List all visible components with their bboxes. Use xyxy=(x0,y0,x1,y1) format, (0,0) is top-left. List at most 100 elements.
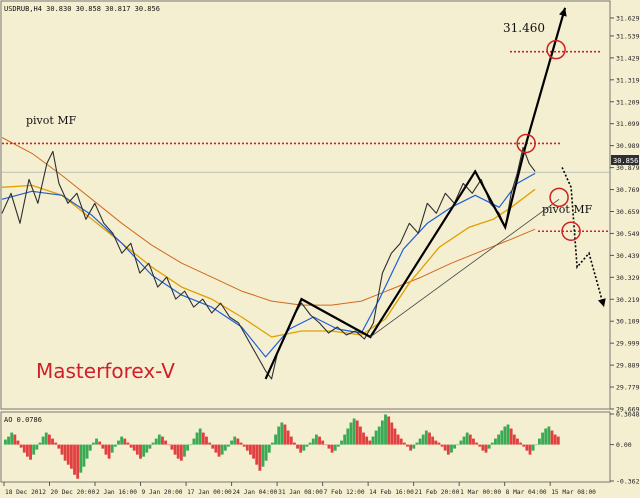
ao-bar xyxy=(311,438,315,445)
ao-bar xyxy=(556,436,560,445)
ao-bar xyxy=(440,444,444,447)
ao-bar xyxy=(7,436,10,445)
ao-bar xyxy=(547,426,551,445)
ao-axis-ticks: 0.3048 0.00 -0.3625 xyxy=(610,411,640,486)
ao-bar xyxy=(154,438,158,445)
ma-fast-line xyxy=(1,172,536,358)
ao-bar xyxy=(183,444,186,457)
ao-bar xyxy=(541,432,544,445)
ao-bar xyxy=(91,442,95,445)
awesome-oscillator-panel: AO 0.0786 0.3048 0.00 -0.3625 xyxy=(0,411,640,486)
ao-bar xyxy=(509,428,513,445)
time-tick-label: 2 Jan 16:00 xyxy=(96,489,137,496)
ao-bar xyxy=(396,434,400,445)
ao-bar xyxy=(198,428,202,445)
time-tick-label: 17 Jan 00:00 xyxy=(187,489,232,496)
ao-bar xyxy=(142,444,146,457)
ao-tick-label: 0.00 xyxy=(616,441,632,449)
ao-bar xyxy=(333,444,337,451)
ao-bar xyxy=(286,430,290,445)
ao-bar xyxy=(490,442,494,445)
ao-bar xyxy=(98,441,102,445)
ao-bar xyxy=(186,444,190,451)
time-axis-ticks: 18 Dec 2012 20 Dec 20:00 2 Jan 16:00 9 Jan … xyxy=(3,482,596,496)
ao-bar xyxy=(239,442,243,445)
ao-bar xyxy=(494,438,497,445)
ao-bar xyxy=(101,444,105,449)
ao-bar xyxy=(280,422,284,445)
ao-bar xyxy=(550,430,554,445)
ao-bar xyxy=(69,444,73,469)
ao-bar xyxy=(380,420,384,445)
ao-bar xyxy=(456,444,460,446)
ao-bar xyxy=(409,444,413,451)
ao-bar xyxy=(468,434,472,445)
ao-bar xyxy=(208,442,212,445)
ao-bar xyxy=(60,444,64,455)
ao-bar xyxy=(120,436,124,445)
ao-bar xyxy=(157,434,161,445)
ao-bar xyxy=(368,440,372,445)
forecast-up-arrow-shaft xyxy=(525,7,567,144)
ao-bar xyxy=(132,444,136,451)
ao-bar xyxy=(374,430,378,445)
ao-bar xyxy=(519,442,523,445)
ao-bar xyxy=(261,444,265,467)
time-tick-label: 14 Feb 16:00 xyxy=(369,489,414,496)
ao-bar xyxy=(41,436,45,445)
ao-bar xyxy=(538,438,541,445)
ao-bar xyxy=(129,444,133,448)
ao-bar xyxy=(371,436,375,445)
ao-bar xyxy=(377,426,381,445)
time-tick-label: 9 Jan 20:00 xyxy=(142,489,183,496)
time-tick-label: 24 Jan 04:00 xyxy=(233,489,278,496)
ao-bar xyxy=(227,444,230,447)
zigzag-path xyxy=(264,143,528,380)
ao-bar xyxy=(481,444,485,451)
ao-bar xyxy=(54,442,58,445)
price-tick-label: 29.999 xyxy=(616,340,640,348)
support-line xyxy=(370,198,560,338)
price-path xyxy=(1,146,536,380)
ao-bar xyxy=(340,440,343,445)
ao-bar xyxy=(327,444,331,449)
ao-bar xyxy=(302,444,306,451)
forecast-up-arrowhead xyxy=(559,7,567,17)
ao-bar xyxy=(19,444,23,448)
ao-bar xyxy=(478,444,482,447)
pivot-label-lower: pivot MF xyxy=(542,203,593,216)
ao-bar xyxy=(32,444,36,455)
ao-bar xyxy=(66,444,70,465)
target-circle xyxy=(516,133,536,154)
time-tick-label: 7 Feb 12:00 xyxy=(324,489,365,496)
time-tick-label: 18 Dec 2012 xyxy=(5,489,46,496)
forecast-arrows xyxy=(525,7,606,308)
price-tick-label: 30.219 xyxy=(616,296,640,304)
ao-bar xyxy=(453,444,457,449)
ao-bar xyxy=(236,438,240,445)
ao-bar xyxy=(192,438,196,445)
ao-bar xyxy=(525,444,529,451)
price-tick-label: 31.539 xyxy=(616,32,640,40)
ao-bar xyxy=(223,444,227,451)
forecast-down-path xyxy=(561,167,605,308)
moving-average-slow-path xyxy=(1,137,536,306)
ao-bar xyxy=(544,428,548,445)
ao-bar xyxy=(220,444,224,455)
ao-bar xyxy=(406,444,409,447)
ao-bar xyxy=(126,442,130,445)
ao-bar xyxy=(117,440,120,445)
target-circle xyxy=(561,221,581,241)
ao-bar xyxy=(358,426,362,445)
ao-bar xyxy=(428,432,431,445)
ao-bar xyxy=(16,440,20,445)
ao-bar xyxy=(349,422,353,445)
ao-bar xyxy=(252,444,255,459)
ao-bar xyxy=(475,442,479,445)
ao-bar xyxy=(189,444,193,446)
ao-bar xyxy=(82,444,86,467)
ao-bars xyxy=(4,414,560,479)
ao-bar xyxy=(384,414,387,445)
ao-bar xyxy=(88,444,92,451)
